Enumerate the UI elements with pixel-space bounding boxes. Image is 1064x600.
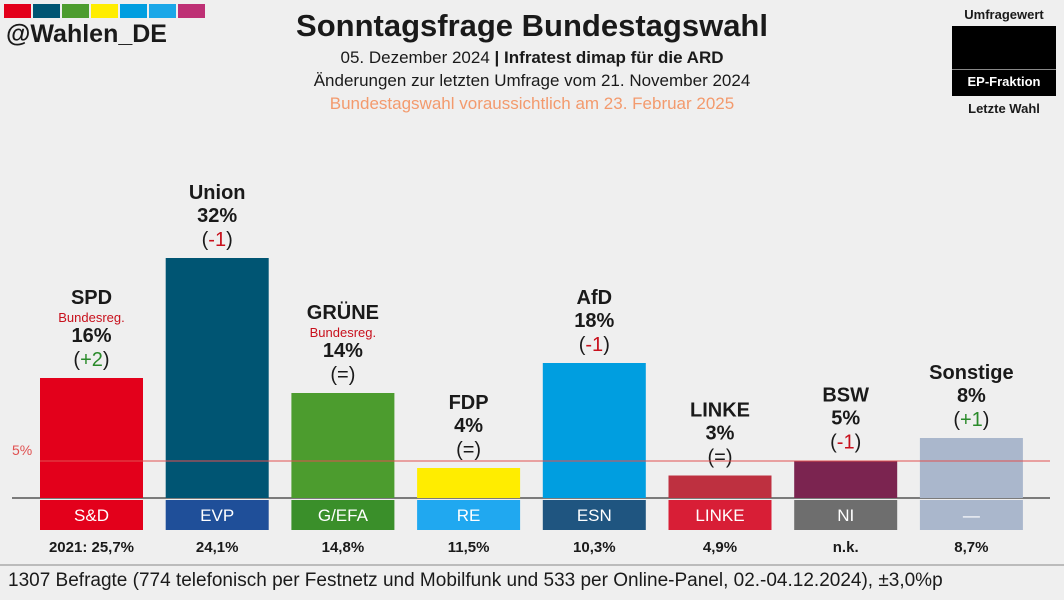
changes-note: Änderungen zur letzten Umfrage vom 21. N… [313,71,751,90]
party-name: Sonstige [929,362,1013,384]
value-label: 16% [71,325,111,347]
change-label: (=) [330,364,355,386]
ep-group-box [794,500,898,530]
flag-stripe [149,4,176,18]
footer-divider [0,564,1064,566]
flag-stripe [120,4,147,18]
flag-stripe [33,4,60,18]
last-election-value: 14,8% [322,539,365,556]
change-label: (+2) [73,349,109,371]
ep-group-label: S&D [74,506,109,525]
chart-title: Sonntagsfrage Bundestagswahl [296,8,768,43]
header: Sonntagsfrage Bundestagswahl 05. Dezembe… [232,6,832,115]
survey-date: 05. Dezember 2024 [340,48,490,67]
legend-last-election: Letzte Wahl [968,101,1040,116]
flag-stripe [178,4,205,18]
value-label: 8% [957,385,986,407]
ep-group-label: ESN [577,506,612,525]
footer-note: 1307 Befragte (774 telefonisch per Festn… [8,570,943,591]
bar-linke [668,475,772,498]
legend-ep-fraction: EP-Fraktion [952,69,1056,94]
government-tag: Bundesreg. [58,310,125,325]
value-label: 32% [197,205,237,227]
ep-group-box [417,500,521,530]
ep-group-box [165,500,269,530]
bar-afd [542,363,646,498]
change-label: (-1) [579,334,610,356]
change-label: (+1) [953,409,989,431]
bar-sonstige [919,438,1023,498]
ep-group-box [542,500,646,530]
election-note: Bundestagswahl voraussichtlich am 23. Fe… [329,94,735,113]
flag-color-bar [4,4,205,18]
party-name: LINKE [690,400,750,422]
value-label: 18% [574,310,614,332]
value-label: 3% [706,423,735,445]
legend: Umfragewert EP-Fraktion Letzte Wahl [948,6,1060,118]
government-tag: Bundesreg. [310,325,377,340]
party-name: AfD [577,287,613,309]
legend-survey-value: Umfragewert [964,7,1044,22]
bar-union [165,258,269,498]
ep-group-label: G/EFA [318,506,369,525]
flag-stripe [91,4,118,18]
last-election-value: 11,5% [448,539,490,556]
bar-fdp [417,468,521,498]
bar-bsw [794,460,898,498]
ep-group-box [291,500,395,530]
bar-spd [40,378,143,498]
ep-group-label: LINKE [695,506,744,525]
party-name: SPD [71,287,112,309]
last-election-value: 2021: 25,7% [49,539,134,556]
ep-group-label: EVP [200,506,234,525]
survey-info: 05. Dezember 2024 | Infratest dimap für … [232,46,832,69]
change-label: (-1) [830,432,861,454]
value-label: 14% [323,340,363,362]
change-label: (-1) [202,229,233,251]
flag-stripe [4,4,31,18]
last-election-value: 8,7% [954,539,988,556]
account-handle: @Wahlen_DE [6,20,167,48]
value-label: 4% [454,415,483,437]
bar-grüne [291,393,395,498]
change-label: (=) [456,439,481,461]
separator: | [494,48,500,67]
ep-group-box [668,500,772,530]
survey-source: Infratest dimap für die ARD [504,48,724,67]
last-election-value: 4,9% [703,539,737,556]
change-label: (=) [708,447,733,469]
last-election-value: n.k. [833,539,859,556]
party-name: BSW [822,385,869,407]
value-label: 5% [831,408,860,430]
ep-group-box [919,500,1023,530]
party-name: Union [189,182,246,204]
ep-group-box [40,500,143,530]
threshold-label: 5% [12,442,32,458]
ep-group-label: NI [837,506,854,525]
ep-group-label: — [963,506,980,525]
last-election-value: 10,3% [573,539,616,556]
party-name: GRÜNE [307,301,379,324]
flag-stripe [62,4,89,18]
legend-swatch: EP-Fraktion [952,26,1056,96]
last-election-value: 24,1% [196,539,239,556]
party-name: FDP [449,392,489,414]
ep-group-label: RE [457,506,481,525]
